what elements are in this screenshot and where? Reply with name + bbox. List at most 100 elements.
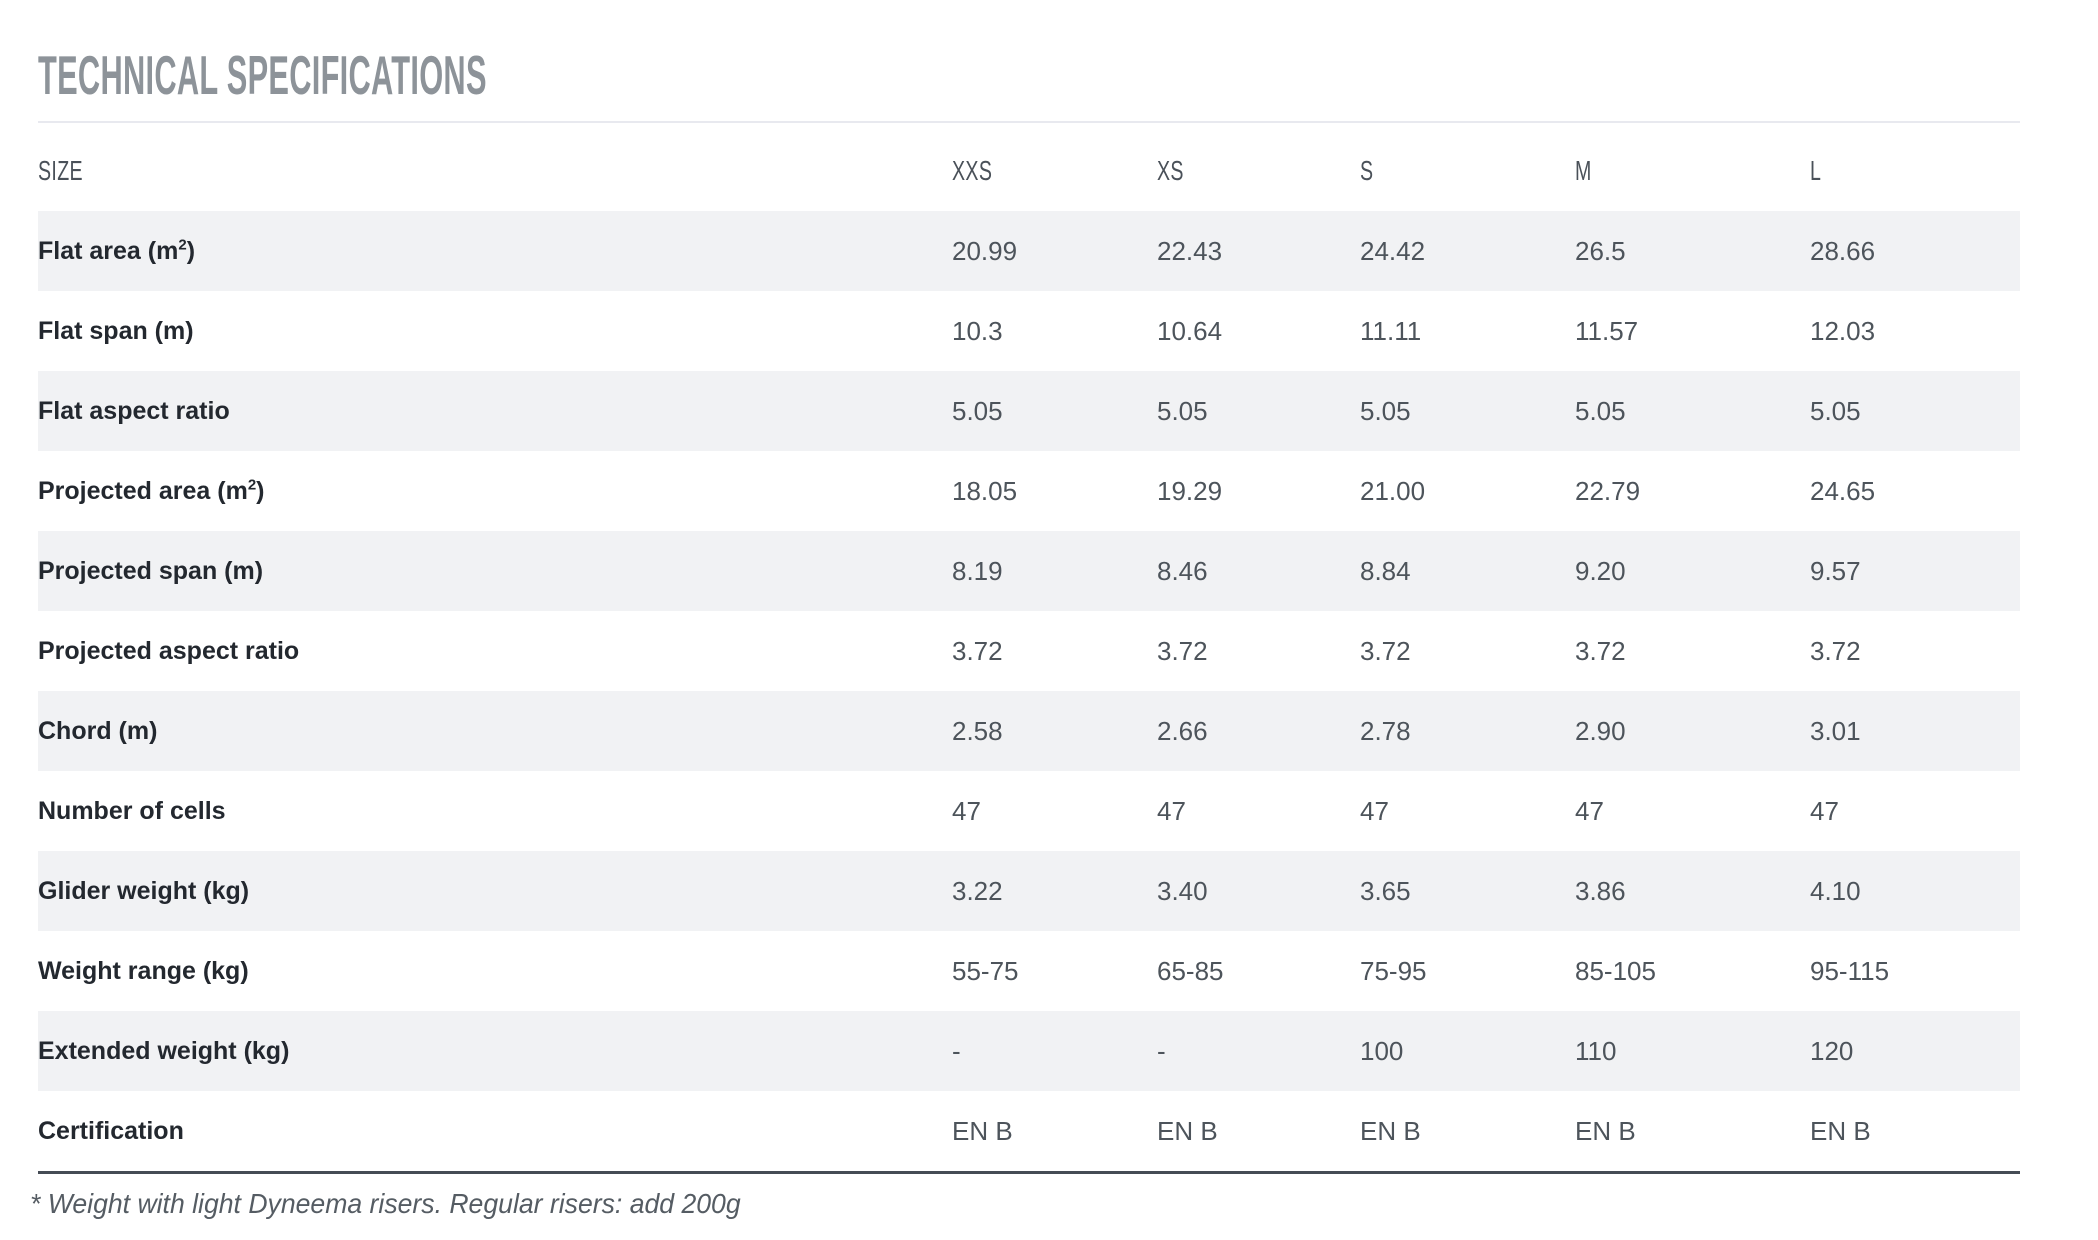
spec-value-cell: 47 <box>1360 795 1389 826</box>
spec-value-cell: 10.3 <box>952 315 1003 346</box>
size-column-header-l: L <box>1810 155 1822 186</box>
spec-value-cell: 3.72 <box>1157 635 1208 666</box>
spec-value-cell: 110 <box>1575 1035 1617 1066</box>
spec-value-cell: 22.43 <box>1157 235 1223 266</box>
table-row: Flat span (m) 10.3 10.64 11.11 11.57 12.… <box>38 291 2020 371</box>
spec-value-cell: EN B <box>1157 1115 1218 1146</box>
row-label-cell: Chord (m) <box>38 691 952 771</box>
title-divider <box>38 121 2020 123</box>
spec-value-cell: 28.66 <box>1810 235 1876 266</box>
row-label: Extended weight (kg) <box>38 1036 290 1065</box>
row-label-cell: Weight range (kg) <box>38 931 952 1011</box>
spec-value-cell: 10.64 <box>1157 315 1223 346</box>
size-header-label: SIZE <box>38 155 83 186</box>
size-column-header-xxs: XXS <box>952 155 993 186</box>
spec-value-cell: 22.79 <box>1575 475 1641 506</box>
spec-value-cell: 11.11 <box>1360 315 1422 346</box>
spec-value-cell: 65-85 <box>1157 955 1224 986</box>
row-label: Weight range (kg) <box>38 956 249 985</box>
row-label: Certification <box>38 1116 184 1145</box>
page-title: TECHNICAL SPECIFICATIONS <box>38 44 2020 107</box>
spec-value-cell: 11.57 <box>1575 315 1639 346</box>
spec-value-cell: 120 <box>1810 1035 1854 1066</box>
spec-value-cell: 2.78 <box>1360 715 1411 746</box>
spec-value-cell: 47 <box>1575 795 1604 826</box>
spec-value-cell: 47 <box>1157 795 1186 826</box>
footnote-text: * Weight with light Dyneema risers. Regu… <box>30 1188 741 1219</box>
spec-value-cell: 85-105 <box>1575 955 1656 986</box>
spec-value-cell: 9.20 <box>1575 555 1626 586</box>
spec-value-cell: 5.05 <box>952 395 1003 426</box>
spec-value-cell: 3.22 <box>952 875 1003 906</box>
spec-value-cell: 26.5 <box>1575 235 1626 266</box>
spec-value-cell: EN B <box>1575 1115 1636 1146</box>
spec-value-cell: 5.05 <box>1810 395 1861 426</box>
row-label-cell: Projected aspect ratio <box>38 611 952 691</box>
header-row: SIZE XXS XS S M L <box>38 131 2020 211</box>
spec-value-cell: 19.29 <box>1157 475 1223 506</box>
row-label: Chord (m) <box>38 716 158 745</box>
spec-value-cell: 24.65 <box>1810 475 1876 506</box>
size-column-header-xs: XS <box>1157 155 1184 186</box>
row-label-cell: Flat aspect ratio <box>38 371 952 451</box>
row-label: Flat area (m <box>38 236 179 265</box>
row-label-cell: Certification <box>38 1091 952 1171</box>
row-label: Glider weight (kg) <box>38 876 250 905</box>
row-label-suffix: ) <box>256 476 265 505</box>
spec-value-cell: 3.65 <box>1360 875 1411 906</box>
spec-value-cell: 3.72 <box>952 635 1003 666</box>
spec-value-cell: 2.66 <box>1157 715 1208 746</box>
row-label: Flat aspect ratio <box>38 396 230 425</box>
row-label-cell: Flat area (m2) <box>38 211 952 291</box>
spec-value-cell: - <box>1157 1035 1166 1066</box>
spec-value-cell: 18.05 <box>952 475 1018 506</box>
spec-value-cell: 5.05 <box>1157 395 1208 426</box>
spec-value-cell: 4.10 <box>1810 875 1861 906</box>
row-label-suffix: ) <box>186 236 196 265</box>
page-title-text: TECHNICAL SPECIFICATIONS <box>38 44 487 106</box>
spec-value-cell: 21.00 <box>1360 475 1426 506</box>
spec-value-cell: 2.58 <box>952 715 1003 746</box>
table-row: Projected aspect ratio 3.72 3.72 3.72 3.… <box>38 611 2020 691</box>
spec-table: SIZE XXS XS S M L Flat area (m2) 20.99 2… <box>38 131 2020 1171</box>
spec-value-cell: 55-75 <box>952 955 1019 986</box>
row-label-superscript: 2 <box>247 476 257 494</box>
spec-value-cell: 8.19 <box>952 555 1003 586</box>
row-label: Projected aspect ratio <box>38 636 300 665</box>
spec-value-cell: 2.90 <box>1575 715 1626 746</box>
table-row: Projected area (m2) 18.05 19.29 21.00 22… <box>38 451 2020 531</box>
spec-value-cell: 95-115 <box>1810 955 1890 986</box>
spec-value-cell: 24.42 <box>1360 235 1426 266</box>
spec-value-cell: EN B <box>1360 1115 1421 1146</box>
row-label-cell: Projected span (m) <box>38 531 952 611</box>
spec-table-wrap: SIZE XXS XS S M L Flat area (m2) 20.99 2… <box>38 131 2020 1174</box>
table-row: Number of cells 47 47 47 47 47 <box>38 771 2020 851</box>
spec-value-cell: 3.72 <box>1810 635 1861 666</box>
row-label-cell: Flat span (m) <box>38 291 952 371</box>
row-label: Projected span (m) <box>38 556 264 585</box>
table-row: Certification EN B EN B EN B EN B EN B <box>38 1091 2020 1171</box>
spec-value-cell: 3.86 <box>1575 875 1626 906</box>
table-row: Flat area (m2) 20.99 22.43 24.42 26.5 28… <box>38 211 2020 291</box>
table-row: Glider weight (kg) 3.22 3.40 3.65 3.86 4… <box>38 851 2020 931</box>
size-column-header-s: S <box>1360 155 1374 186</box>
size-header-cell: SIZE <box>38 131 952 211</box>
row-label-superscript: 2 <box>178 236 187 254</box>
spec-value-cell: 5.05 <box>1575 395 1626 426</box>
table-row: Extended weight (kg) - - 100 110 120 <box>38 1011 2020 1091</box>
spec-value-cell: 47 <box>952 795 981 826</box>
table-row: Chord (m) 2.58 2.66 2.78 2.90 3.01 <box>38 691 2020 771</box>
row-label-cell: Extended weight (kg) <box>38 1011 952 1091</box>
spec-value-cell: 8.46 <box>1157 555 1208 586</box>
row-label-cell: Number of cells <box>38 771 952 851</box>
spec-value-cell: 12.03 <box>1810 315 1876 346</box>
spec-value-cell: 5.05 <box>1360 395 1411 426</box>
spec-value-cell: 8.84 <box>1360 555 1411 586</box>
spec-value-cell: 47 <box>1810 795 1839 826</box>
table-row: Flat aspect ratio 5.05 5.05 5.05 5.05 5.… <box>38 371 2020 451</box>
row-label: Projected area (m <box>38 476 248 505</box>
table-row: Projected span (m) 8.19 8.46 8.84 9.20 9… <box>38 531 2020 611</box>
spec-table-header: SIZE XXS XS S M L <box>38 131 2020 211</box>
row-label-cell: Glider weight (kg) <box>38 851 952 931</box>
